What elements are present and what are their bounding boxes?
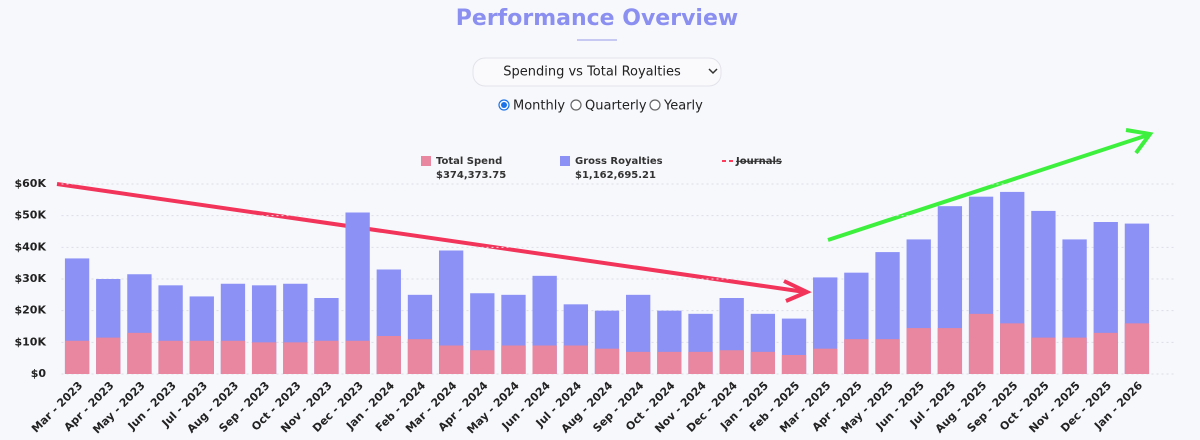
bar (127, 332, 152, 374)
bar (906, 328, 931, 374)
legend-label[interactable]: Total Spend (436, 156, 502, 167)
down-arrow-head (783, 279, 812, 303)
bar (1093, 332, 1118, 374)
y-tick-label: $50K (15, 209, 47, 222)
bar (1062, 337, 1087, 374)
bar (657, 351, 682, 374)
bar (189, 340, 214, 374)
period-radios: Monthly Quarterly Yearly (498, 99, 703, 114)
radio-label[interactable]: Monthly (513, 99, 565, 114)
radio[interactable] (649, 99, 661, 111)
bar (875, 339, 900, 374)
bar (501, 345, 526, 374)
bar (626, 351, 651, 374)
bar (844, 339, 869, 374)
radio-dot[interactable] (501, 102, 507, 108)
legend-swatch[interactable] (560, 156, 570, 166)
dropdown-box[interactable] (472, 57, 722, 87)
bar (968, 313, 994, 374)
bar (563, 345, 588, 374)
y-tick-label: $20K (15, 304, 47, 317)
bar (158, 340, 183, 374)
bar (688, 351, 713, 374)
up-arrow (827, 133, 1149, 242)
legend-total: $1,162,695.21 (575, 170, 656, 181)
down-arrow (56, 182, 806, 294)
legend-swatch[interactable] (421, 156, 431, 166)
bar (314, 340, 339, 374)
bar (1000, 323, 1025, 374)
y-tick-label: $60K (15, 177, 47, 190)
bar (283, 342, 308, 374)
legend-total: $374,373.75 (436, 170, 506, 181)
y-tick-label: $30K (15, 272, 47, 285)
bar (64, 340, 90, 374)
bar (251, 342, 277, 374)
radio-label[interactable]: Yearly (663, 99, 703, 114)
legend-label[interactable]: Journals (735, 156, 782, 167)
bar (719, 350, 744, 374)
dropdown-text[interactable]: Spending vs Total Royalties (503, 65, 681, 80)
legend: Gross Royalties $1,162,695.21 Total Spend $… (421, 156, 782, 181)
title: Performance Overview (456, 6, 738, 31)
bar (345, 340, 370, 374)
y-tick-label: $0 (31, 367, 47, 380)
bar (532, 345, 557, 374)
dropdown[interactable]: Spending vs Total Royalties (472, 57, 722, 87)
bar (438, 345, 464, 374)
bar (96, 337, 121, 374)
bar (1124, 323, 1150, 374)
y-tick-label: $40K (15, 240, 47, 253)
bar (781, 355, 807, 374)
bar (470, 350, 495, 374)
bar (220, 340, 246, 374)
y-tick-label: $10K (15, 335, 47, 348)
legend-label[interactable]: Gross Royalties (575, 156, 663, 167)
bar (594, 348, 620, 374)
bar (376, 336, 401, 374)
bar (750, 351, 776, 374)
up-arrow-head (1125, 128, 1154, 155)
radio[interactable] (570, 99, 582, 111)
bar (407, 339, 433, 374)
dropdown-chevron (708, 68, 718, 75)
bar (937, 328, 963, 374)
bar (1031, 337, 1056, 374)
bar (813, 348, 838, 374)
radio-label[interactable]: Quarterly (585, 99, 647, 114)
